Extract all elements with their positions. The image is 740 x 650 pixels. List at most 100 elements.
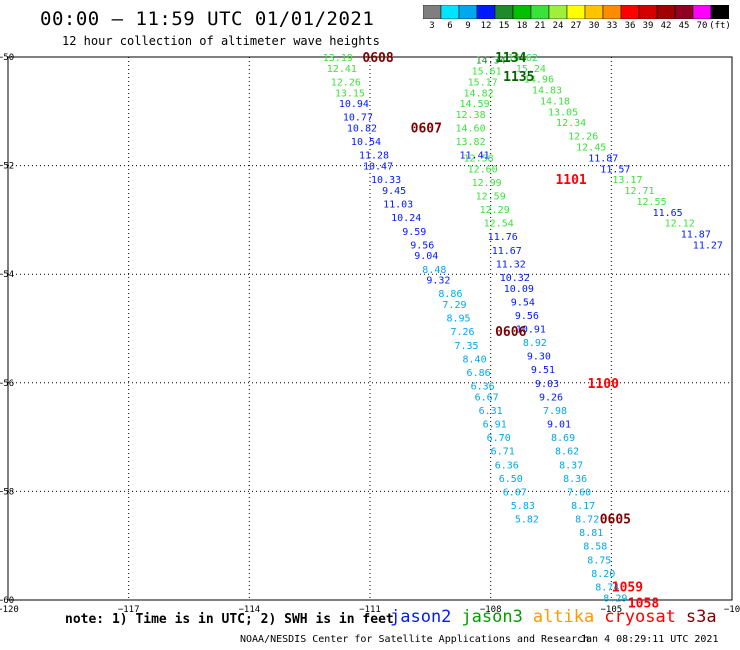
pass-time-label: 1100 bbox=[588, 377, 619, 392]
wave-height-value: 14.96 bbox=[524, 75, 554, 86]
pass-time-label: 1058 bbox=[628, 597, 659, 612]
satellite-legend-item: s3a bbox=[685, 607, 717, 627]
pass-time-label: 1135 bbox=[503, 70, 534, 85]
color-scale-label: 39 bbox=[642, 21, 654, 31]
wave-height-value: 11.65 bbox=[653, 208, 683, 219]
wave-height-value: 9.03 bbox=[535, 379, 559, 390]
wave-height-value: 14.60 bbox=[456, 124, 486, 135]
longitude-tick-label: −114 bbox=[238, 605, 260, 615]
wave-height-value: 12.29 bbox=[480, 205, 510, 216]
satellite-legend-item: jason2 bbox=[390, 607, 452, 627]
wave-height-value: 12.60 bbox=[468, 164, 498, 175]
wave-height-value: 13.82 bbox=[456, 137, 486, 148]
wave-height-value: 8.72 bbox=[575, 515, 599, 526]
longitude-tick-label: −10 bbox=[724, 605, 740, 615]
pass-time-label: 0605 bbox=[600, 513, 631, 528]
wave-height-value: 11.41 bbox=[460, 151, 490, 162]
color-scale-label: 27 bbox=[570, 21, 582, 31]
wave-height-value: 12.59 bbox=[476, 191, 506, 202]
wave-height-value: 10.09 bbox=[504, 284, 534, 295]
wave-height-value: 8.74 bbox=[595, 582, 619, 593]
wave-height-value: 14.62 bbox=[508, 53, 538, 64]
color-scale-label: 42 bbox=[660, 21, 672, 31]
wave-height-value: 9.56 bbox=[515, 311, 539, 322]
wave-height-value: 8.92 bbox=[523, 338, 547, 349]
wave-height-value: 10.24 bbox=[391, 213, 421, 224]
wave-height-value: 9.26 bbox=[539, 392, 563, 403]
wave-height-value: 14.82 bbox=[464, 88, 494, 99]
wave-height-value: 8.29 bbox=[603, 593, 627, 604]
wave-height-value: 13.15 bbox=[335, 88, 365, 99]
wave-height-value: 9.56 bbox=[410, 240, 434, 251]
wave-height-value: 8.81 bbox=[579, 528, 603, 539]
chart-subtitle: 12 hour collection of altimeter wave hei… bbox=[62, 34, 380, 48]
wave-height-value: 14.18 bbox=[540, 96, 570, 107]
wave-height-value: 12.38 bbox=[456, 110, 486, 121]
wave-height-value: 12.54 bbox=[484, 219, 514, 230]
color-scale-label: 21 bbox=[534, 21, 546, 31]
wave-height-value: 8.69 bbox=[551, 433, 575, 444]
wave-height-value: 15.61 bbox=[472, 67, 502, 78]
wave-height-value: 8.86 bbox=[438, 289, 462, 300]
wave-height-value: 11.87 bbox=[681, 229, 711, 240]
wave-height-value: 15.17 bbox=[468, 77, 498, 88]
pass-time-label: 1101 bbox=[555, 173, 586, 188]
wave-height-value: 7.60 bbox=[567, 487, 591, 498]
wave-height-value: 8.20 bbox=[591, 569, 615, 580]
pass-time-label: 0608 bbox=[362, 51, 393, 66]
color-scale-label: 15 bbox=[498, 21, 510, 31]
color-swatch bbox=[710, 5, 729, 19]
wave-height-value: 8.37 bbox=[559, 460, 583, 471]
longitude-tick-label: −108 bbox=[480, 605, 502, 615]
wave-height-value: 8.40 bbox=[463, 354, 487, 365]
wave-height-value: 8.17 bbox=[571, 501, 595, 512]
wave-height-value: 9.01 bbox=[547, 420, 571, 431]
chart-title: 00:00 — 11:59 UTC 01/01/2021 bbox=[40, 8, 375, 30]
wave-height-value: 11.76 bbox=[488, 232, 518, 243]
color-scale-label: 9 bbox=[465, 21, 471, 31]
wave-height-value: 6.70 bbox=[487, 433, 511, 444]
wave-height-value: 6.31 bbox=[479, 406, 503, 417]
wave-height-value: 14.59 bbox=[460, 99, 490, 110]
longitude-tick-label: −105 bbox=[600, 605, 622, 615]
wave-height-value: 10.82 bbox=[347, 124, 377, 135]
wave-height-value: 14.34 bbox=[476, 56, 506, 67]
wave-height-value: 10.77 bbox=[343, 113, 373, 124]
pass-time-label: 0606 bbox=[495, 325, 526, 340]
wave-height-value: 12.99 bbox=[472, 178, 502, 189]
wave-height-value: 8.36 bbox=[563, 474, 587, 485]
wave-height-value: 11.27 bbox=[693, 240, 723, 251]
satellite-legend-item: altika bbox=[532, 607, 595, 627]
wave-height-value: 12.12 bbox=[665, 219, 695, 230]
wave-height-value: 10.94 bbox=[339, 99, 369, 110]
wave-height-value: 9.59 bbox=[402, 227, 426, 238]
wave-height-value: 9.51 bbox=[531, 365, 555, 376]
color-scale-label: 30 bbox=[588, 21, 600, 31]
wave-height-value: 6.36 bbox=[495, 460, 519, 471]
satellite-legend-item: jason3 bbox=[461, 607, 523, 627]
color-scale-label: 24 bbox=[552, 21, 564, 31]
wave-height-value: 9.30 bbox=[527, 352, 551, 363]
wave-height-value: 9.54 bbox=[511, 297, 535, 308]
color-scale-label: 33 bbox=[606, 21, 618, 31]
color-scale-label: 70 bbox=[696, 21, 708, 31]
footer-note: note: 1) Time is in UTC; 2) SWH is in fe… bbox=[65, 612, 394, 627]
longitude-tick-label: −111 bbox=[359, 605, 381, 615]
wave-height-value: 11.57 bbox=[600, 164, 630, 175]
pass-time-label: 1059 bbox=[612, 580, 643, 595]
pass-time-label: 1134 bbox=[495, 51, 526, 66]
wave-height-value: 6.86 bbox=[467, 368, 491, 379]
wave-height-value: 7.35 bbox=[454, 341, 478, 352]
color-scale-label: 18 bbox=[516, 21, 528, 31]
wave-height-value: 6.50 bbox=[499, 474, 523, 485]
wave-height-value: 14.83 bbox=[532, 86, 562, 97]
credit-line: NOAA/NESDIS Center for Satellite Applica… bbox=[240, 634, 590, 645]
satellite-legend-item: cryosat bbox=[604, 607, 676, 627]
wave-height-value: 12.26 bbox=[568, 132, 598, 143]
color-scale-bar bbox=[423, 5, 729, 19]
latitude-tick-label: −54 bbox=[0, 270, 14, 280]
color-scale-label: 12 bbox=[480, 21, 492, 31]
wave-height-value: 11.28 bbox=[359, 151, 389, 162]
wave-height-value: 13.05 bbox=[548, 107, 578, 118]
